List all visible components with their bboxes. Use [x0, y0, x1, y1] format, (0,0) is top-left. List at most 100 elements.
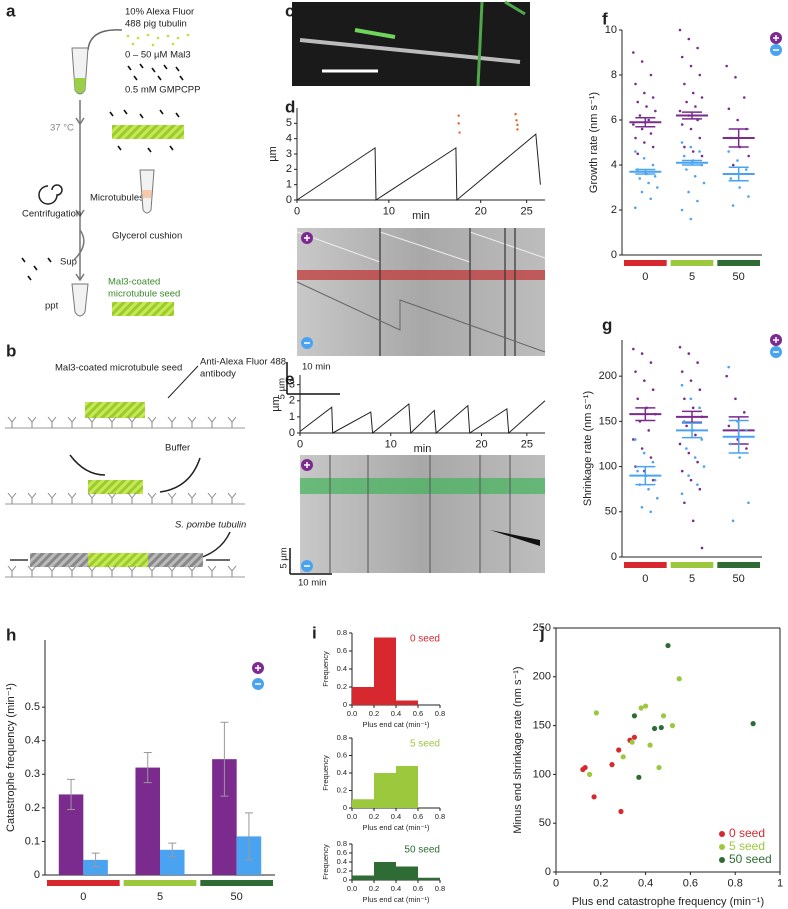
data-point: [696, 483, 699, 486]
kymograph: [297, 228, 545, 356]
y-tick-label: 0.5: [25, 701, 40, 713]
data-point: [747, 195, 750, 198]
marker: [457, 122, 460, 125]
data-point: [680, 208, 684, 212]
chart-scatter: 0 50 100 150 200 250 0 0.2 0.4 0.6 0.8 1 Minus end s…: [512, 622, 783, 908]
data-point: [638, 705, 644, 711]
error-bar: [682, 111, 702, 120]
data-point: [680, 141, 684, 144]
panel-label: j: [539, 623, 545, 642]
data-point: [634, 82, 637, 86]
reagent: 10% Alexa Fluor: [125, 7, 194, 18]
antibody: [47, 565, 57, 577]
lattice: [30, 553, 88, 567]
antibody: [227, 492, 237, 504]
antibody: [147, 416, 157, 428]
y-tick-label: 50: [539, 817, 551, 829]
y-tick-label: 150: [533, 720, 551, 732]
y-tick-label: 250: [533, 622, 551, 634]
category-color: [624, 260, 667, 266]
seed: [476, 0, 526, 87]
streak: [379, 228, 516, 356]
data-point: [632, 347, 635, 351]
arrow-head: [75, 117, 85, 282]
data-point: [689, 145, 693, 149]
data-point: [582, 764, 588, 771]
tube-liquid: [74, 78, 86, 94]
error-bar: [168, 842, 177, 858]
error-bar: [244, 812, 253, 861]
data-point: [640, 505, 644, 509]
antibody: [27, 416, 37, 428]
data-point: [678, 28, 682, 32]
data-point: [734, 397, 737, 401]
data-point: [683, 82, 686, 86]
diagram-b: Mal3-coated microtubule seed Anti-Alexa …: [5, 357, 286, 578]
data-point: [727, 150, 730, 153]
data-point: [731, 204, 735, 207]
panel-label: b: [6, 341, 16, 360]
legend-marker: [719, 831, 725, 837]
y-tick-label: 150: [599, 415, 617, 427]
x-axis-label: Plus end cat (min⁻¹): [363, 720, 430, 729]
y-tick-label: 0: [34, 869, 40, 881]
y-tick-label: 5: [286, 117, 292, 129]
data-point: [638, 114, 642, 117]
y-axis-label: Frequency: [321, 844, 330, 880]
trace: [296, 133, 541, 202]
data-point: [634, 150, 637, 153]
data-point: [738, 456, 741, 459]
x-tick-label: 0.2: [369, 884, 379, 893]
seed: [112, 125, 184, 139]
data-point: [700, 546, 704, 550]
y-axis-label: Catastrophe frequency (min⁻¹): [5, 683, 17, 832]
data-point: [669, 723, 676, 729]
data-point: [680, 123, 684, 126]
x-tick-label: 0: [553, 878, 559, 890]
y-tick-label: 0.2: [337, 682, 347, 691]
x-tick-label: 20: [475, 206, 487, 218]
category-color: [47, 880, 120, 886]
y-tick-label: 2: [289, 395, 295, 407]
x-axis-label: min: [414, 443, 432, 455]
data-point: [698, 73, 702, 77]
panel-label: a: [6, 1, 16, 20]
data-point: [651, 725, 658, 732]
antibody: [67, 565, 77, 577]
seed-band: [300, 478, 545, 494]
arrow: [69, 454, 106, 476]
data-point: [640, 447, 644, 450]
error-bar: [635, 465, 656, 486]
annotation: 50 seed: [404, 845, 440, 856]
x-tick-label: 0: [642, 573, 648, 585]
antibody: [127, 416, 137, 428]
growth-edge: [296, 231, 546, 263]
data-point: [653, 478, 657, 482]
data-point: [727, 365, 730, 369]
data-point: [727, 107, 731, 111]
data-point: [742, 411, 746, 414]
histogram-bar: [396, 866, 418, 880]
data-point: [649, 361, 653, 364]
data-point: [700, 96, 704, 99]
data-point: [640, 190, 644, 194]
data-point: [649, 73, 653, 77]
data-point: [636, 774, 642, 780]
data-point: [731, 519, 735, 523]
data-point: [643, 379, 646, 382]
error-bar: [220, 721, 229, 797]
kymograph-d: 5 µm 10 min: [277, 228, 546, 399]
data-point: [702, 465, 706, 468]
data-point: [700, 438, 704, 441]
seed: [112, 302, 174, 316]
tube: [71, 283, 89, 317]
y-tick-label: 0: [611, 551, 617, 563]
x-tick-label: 10: [385, 439, 397, 451]
y-tick-label: 0.1: [25, 835, 40, 847]
data-point: [698, 406, 701, 410]
label: Mal3-coated: [108, 277, 160, 288]
category-color: [670, 260, 714, 266]
x-tick-label: 0: [294, 206, 300, 218]
marker: [458, 131, 461, 134]
antibody: [47, 492, 57, 504]
